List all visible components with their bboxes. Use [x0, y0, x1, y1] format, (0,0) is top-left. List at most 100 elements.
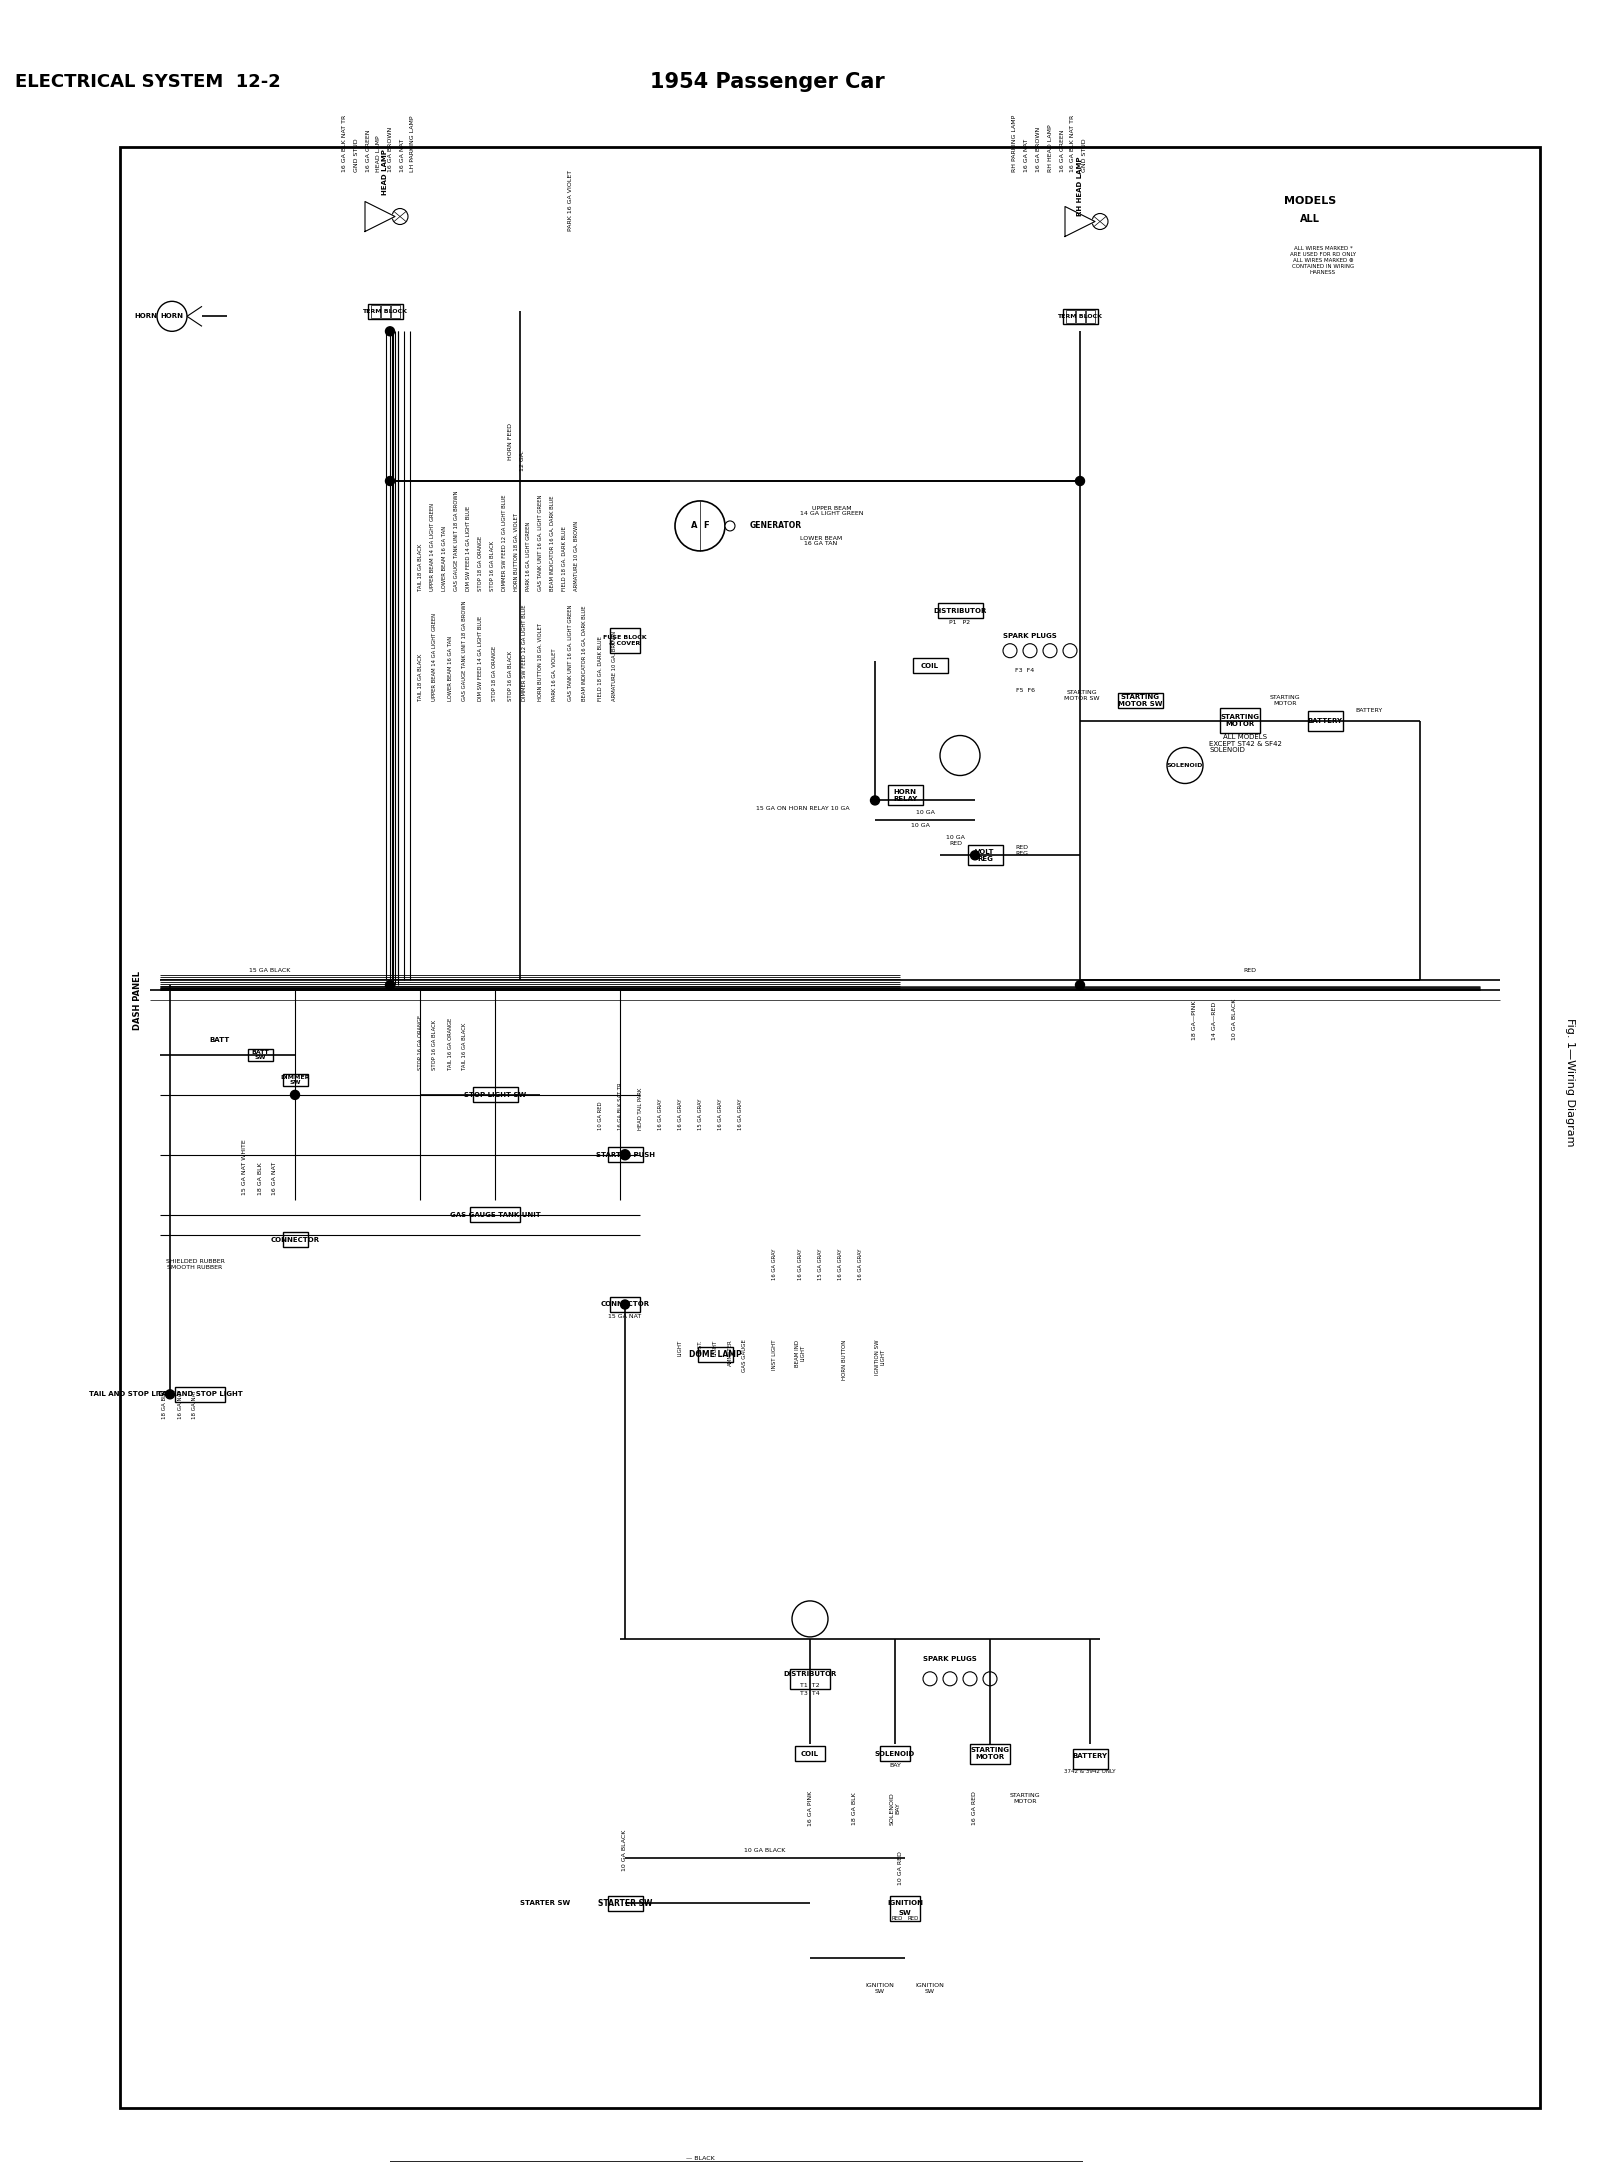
- Text: 15 GA GRAY: 15 GA GRAY: [698, 1099, 702, 1130]
- Text: PARK 16 GA. LIGHT GREEN: PARK 16 GA. LIGHT GREEN: [525, 522, 531, 591]
- Text: BATT: BATT: [210, 1037, 230, 1043]
- Circle shape: [725, 522, 734, 530]
- Bar: [381, 305, 389, 318]
- Bar: [1066, 309, 1075, 322]
- Text: CONNECTOR: CONNECTOR: [270, 1236, 320, 1242]
- Text: TAIL 18 GA BLACK: TAIL 18 GA BLACK: [418, 543, 422, 591]
- Text: 10 GA RED: 10 GA RED: [597, 1101, 603, 1130]
- Circle shape: [621, 1301, 629, 1309]
- Text: SOLENOID: SOLENOID: [1210, 747, 1246, 753]
- Text: BATTERY: BATTERY: [1307, 718, 1342, 723]
- Circle shape: [1091, 214, 1107, 229]
- Text: BATTERY: BATTERY: [1072, 1753, 1107, 1759]
- Circle shape: [165, 1389, 174, 1398]
- Text: STOP LIGHT SW: STOP LIGHT SW: [464, 1093, 526, 1097]
- Text: FIELD 18 GA. DARK BLUE: FIELD 18 GA. DARK BLUE: [597, 636, 603, 701]
- Text: PARK 16 GA. VIOLET: PARK 16 GA. VIOLET: [552, 647, 557, 701]
- Text: STARTING
MOTOR: STARTING MOTOR: [1270, 695, 1301, 705]
- Text: 16 GA GREEN: 16 GA GREEN: [1059, 130, 1064, 171]
- Text: 16 GA GRAY: 16 GA GRAY: [658, 1099, 662, 1130]
- Text: STARTING
MOTOR: STARTING MOTOR: [1221, 714, 1259, 727]
- Text: 10 GA RED: 10 GA RED: [898, 1852, 902, 1885]
- Text: T3  T4: T3 T4: [800, 1692, 819, 1697]
- Text: 15 GA GRAY: 15 GA GRAY: [818, 1249, 822, 1279]
- Bar: [912, 658, 947, 673]
- Circle shape: [675, 500, 725, 552]
- Text: BATT
SW: BATT SW: [251, 1050, 269, 1060]
- Text: DOME LAMP: DOME LAMP: [688, 1350, 741, 1359]
- Text: STOP 18 GA ORANGE: STOP 18 GA ORANGE: [477, 537, 483, 591]
- Circle shape: [792, 1601, 829, 1636]
- Bar: [610, 628, 640, 654]
- Text: SW: SW: [899, 1911, 912, 1917]
- Text: ARMATURE 10 GA. BROWN: ARMATURE 10 GA. BROWN: [573, 522, 579, 591]
- Circle shape: [386, 476, 395, 485]
- Text: — BLACK: — BLACK: [686, 2155, 715, 2162]
- Text: 14 GA—RED: 14 GA—RED: [1213, 1002, 1218, 1041]
- Text: TAIL 16 GA BLACK: TAIL 16 GA BLACK: [462, 1024, 467, 1069]
- Text: 16 GA NAT: 16 GA NAT: [178, 1389, 182, 1420]
- Text: SOLENOID: SOLENOID: [875, 1751, 915, 1757]
- Text: RED
REG: RED REG: [1014, 844, 1027, 855]
- Text: 3742 & 3942 ONLY: 3742 & 3942 ONLY: [1064, 1770, 1115, 1774]
- Text: 10 GA: 10 GA: [910, 822, 930, 829]
- Bar: [890, 1896, 920, 1922]
- Text: 16 GA GRAY: 16 GA GRAY: [797, 1249, 803, 1279]
- Text: 1954 Passenger Car: 1954 Passenger Car: [650, 71, 885, 91]
- Text: COIL: COIL: [802, 1751, 819, 1757]
- Text: 15 GA ON HORN RELAY 10 GA: 15 GA ON HORN RELAY 10 GA: [757, 805, 850, 812]
- Polygon shape: [1066, 206, 1094, 236]
- Text: DIM SW FEED 14 GA LIGHT BLUE: DIM SW FEED 14 GA LIGHT BLUE: [466, 506, 470, 591]
- Text: 18 GA BLK: 18 GA BLK: [853, 1792, 858, 1824]
- Bar: [608, 1147, 643, 1162]
- Text: HEAD LAMP: HEAD LAMP: [382, 149, 387, 195]
- Text: 16 GA NAT: 16 GA NAT: [400, 138, 405, 171]
- Text: GAS TANK UNIT 16 GA. LIGHT GREEN: GAS TANK UNIT 16 GA. LIGHT GREEN: [538, 493, 542, 591]
- Text: TAIL AND STOP LIGHT: TAIL AND STOP LIGHT: [157, 1391, 243, 1398]
- Text: 16 GA GRAY: 16 GA GRAY: [677, 1099, 683, 1130]
- Text: GAS GAUGE: GAS GAUGE: [742, 1340, 747, 1372]
- Text: 16 GA BLK NAT TR: 16 GA BLK NAT TR: [1070, 115, 1075, 171]
- Text: STARTER SW: STARTER SW: [598, 1898, 653, 1909]
- Bar: [938, 604, 982, 619]
- Bar: [1085, 309, 1094, 322]
- Bar: [283, 1073, 307, 1086]
- Text: COIL: COIL: [922, 662, 939, 669]
- Text: MODELS: MODELS: [1283, 197, 1336, 206]
- Text: 18 GA BLK: 18 GA BLK: [258, 1162, 262, 1195]
- Bar: [608, 1896, 643, 1911]
- Text: HORN BUTTON 18 GA. VIOLET: HORN BUTTON 18 GA. VIOLET: [538, 623, 542, 701]
- Text: STOP 16 GA BLACK: STOP 16 GA BLACK: [490, 541, 494, 591]
- Text: GND STUD: GND STUD: [355, 138, 360, 171]
- Text: ELECTRICAL SYSTEM  12-2: ELECTRICAL SYSTEM 12-2: [14, 74, 280, 91]
- Text: RED: RED: [1243, 967, 1256, 972]
- Text: INST.: INST.: [698, 1340, 702, 1352]
- Text: T1  T2: T1 T2: [800, 1684, 819, 1688]
- Bar: [888, 786, 923, 805]
- Text: 18 GA—PINK: 18 GA—PINK: [1192, 1000, 1197, 1041]
- Text: RED: RED: [907, 1915, 918, 1922]
- Text: LOWER BEAM 16 GA TAN: LOWER BEAM 16 GA TAN: [442, 526, 446, 591]
- Circle shape: [870, 796, 880, 805]
- Text: 16 GA GRAY: 16 GA GRAY: [738, 1099, 742, 1130]
- Bar: [610, 1296, 640, 1311]
- Text: UPPER BEAM 14 GA LIGHT GREEN: UPPER BEAM 14 GA LIGHT GREEN: [432, 612, 437, 701]
- Text: SPARK PLUGS: SPARK PLUGS: [923, 1655, 978, 1662]
- Text: STARTER PUSH: STARTER PUSH: [595, 1151, 654, 1158]
- Bar: [390, 305, 400, 318]
- Text: 10 GA BLACK: 10 GA BLACK: [622, 1831, 627, 1872]
- Text: DISTRIBUTOR: DISTRIBUTOR: [784, 1671, 837, 1677]
- Text: 16 GA GRAY: 16 GA GRAY: [717, 1099, 723, 1130]
- Bar: [795, 1746, 826, 1761]
- Text: TAIL 18 GA BLACK: TAIL 18 GA BLACK: [418, 654, 422, 701]
- Text: RH HEAD LAMP: RH HEAD LAMP: [1048, 123, 1053, 171]
- Text: BATTERY: BATTERY: [1355, 708, 1382, 714]
- Text: IGNITION: IGNITION: [886, 1900, 923, 1906]
- Text: TERM BLOCK: TERM BLOCK: [1058, 314, 1102, 318]
- Text: 16 GA NAT: 16 GA NAT: [1024, 138, 1029, 171]
- Text: GAS GAUGE TANK UNIT: GAS GAUGE TANK UNIT: [450, 1212, 541, 1218]
- Text: 10 GA
RED: 10 GA RED: [946, 835, 965, 846]
- Text: STOP 16 GA ORANGE: STOP 16 GA ORANGE: [418, 1015, 422, 1069]
- Text: TAIL 16 GA ORANGE: TAIL 16 GA ORANGE: [448, 1017, 453, 1069]
- Text: 16 GA GRAY: 16 GA GRAY: [773, 1249, 778, 1279]
